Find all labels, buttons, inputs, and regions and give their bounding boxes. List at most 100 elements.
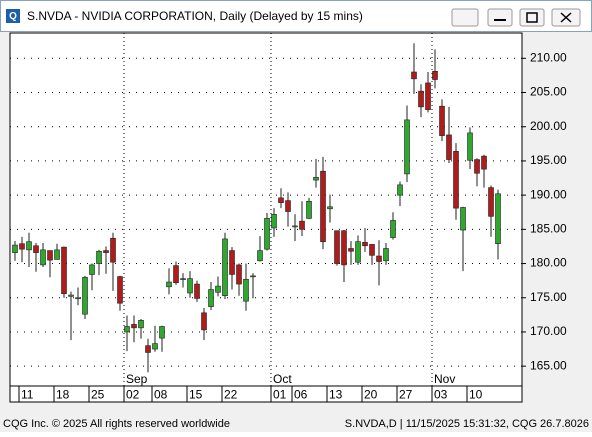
- x-tick-label: 22: [224, 388, 238, 402]
- candle-body: [362, 242, 368, 247]
- candle-body: [236, 264, 242, 285]
- candle-body: [341, 230, 347, 266]
- candle-body: [33, 245, 39, 253]
- candle-body: [75, 297, 81, 300]
- candle-body: [152, 343, 158, 350]
- minimize-button[interactable]: [487, 8, 513, 27]
- candle-body: [390, 220, 396, 238]
- window-title: S.NVDA - NVIDIA CORPORATION, Daily (Dela…: [27, 9, 363, 23]
- x-tick-label: 25: [91, 388, 105, 402]
- x-tick-label: 18: [56, 388, 70, 402]
- y-tick-label: 190.00: [530, 187, 567, 201]
- y-tick-label: 195.00: [530, 153, 567, 167]
- candle-body: [376, 255, 382, 262]
- candle-body: [474, 159, 480, 174]
- y-tick-label: 210.00: [530, 50, 567, 64]
- x-tick-label: 15: [189, 388, 203, 402]
- candle-body: [110, 237, 116, 263]
- x-tick-label: 01: [273, 388, 287, 402]
- candle-body: [187, 278, 193, 294]
- x-tick-label: 08: [154, 388, 168, 402]
- candle-body: [439, 105, 445, 136]
- candle-body: [201, 312, 207, 331]
- month-label: Oct: [273, 372, 292, 386]
- x-tick-label: 11: [21, 388, 34, 402]
- x-tick-label: 02: [126, 388, 140, 402]
- candle-body: [12, 244, 18, 253]
- candle-body: [180, 278, 186, 280]
- candle-body: [54, 249, 60, 260]
- candle-body: [208, 289, 214, 307]
- candle-body: [96, 250, 102, 264]
- candle-body: [432, 71, 438, 80]
- footer-right: S.NVDA,D | 11/15/2025 15:31:32, CQG 26.7…: [345, 418, 589, 430]
- candle-body: [481, 155, 487, 170]
- candle-body: [355, 241, 361, 263]
- candle-body: [327, 206, 333, 210]
- y-tick-label: 200.00: [530, 119, 567, 133]
- candle-body: [488, 187, 494, 217]
- candle-body: [229, 250, 235, 275]
- candle-body: [348, 248, 354, 252]
- candle-body: [404, 119, 410, 175]
- x-tick-label: 27: [399, 388, 413, 402]
- candle-body: [278, 197, 284, 203]
- candle-body: [243, 278, 249, 302]
- candle-body: [292, 225, 298, 228]
- footer-left: CQG Inc. © 2025 All rights reserved worl…: [3, 418, 230, 430]
- candle-body: [453, 151, 459, 209]
- candle-body: [383, 248, 389, 262]
- link-button[interactable]: [451, 8, 479, 27]
- candle-body: [446, 134, 452, 160]
- candle-body: [19, 243, 25, 250]
- y-tick-label: 165.00: [530, 358, 567, 372]
- candle-body: [299, 220, 305, 230]
- candle-body: [369, 244, 375, 256]
- month-label: Sep: [126, 372, 148, 386]
- candle-body: [397, 184, 403, 196]
- candle-body: [460, 207, 466, 231]
- y-tick-label: 185.00: [530, 222, 567, 236]
- candle-body: [313, 177, 319, 181]
- candle-body: [89, 264, 95, 275]
- maximize-icon: [526, 12, 538, 23]
- x-tick-label: 03: [434, 388, 448, 402]
- candle-body: [257, 250, 263, 262]
- candle-body: [124, 326, 130, 333]
- candle-body: [145, 345, 151, 353]
- candle-body: [40, 249, 46, 266]
- candle-body: [117, 276, 123, 304]
- maximize-button[interactable]: [519, 8, 545, 27]
- plot-area: [9, 32, 523, 387]
- y-tick-label: 170.00: [530, 324, 567, 338]
- candle-body: [138, 320, 144, 329]
- x-tick-label: 13: [329, 388, 343, 402]
- candle-body: [320, 170, 326, 242]
- candle-body: [222, 238, 228, 296]
- close-icon: [560, 12, 572, 23]
- candle-body: [103, 250, 109, 253]
- x-tick-label: 10: [469, 388, 483, 402]
- candle-body: [285, 200, 291, 212]
- app-icon-letter: Q: [9, 11, 17, 22]
- candle-body: [306, 200, 312, 219]
- candle-body: [495, 193, 501, 245]
- x-tick-label: 06: [294, 388, 308, 402]
- candle-body: [334, 230, 340, 264]
- candle-body: [425, 82, 431, 110]
- candle-body: [26, 241, 32, 251]
- candle-body: [82, 276, 88, 315]
- app-icon: [6, 9, 20, 23]
- candle-body: [411, 71, 417, 80]
- y-tick-label: 175.00: [530, 290, 567, 304]
- candle-body: [61, 246, 67, 294]
- candle-body: [47, 250, 53, 261]
- y-tick-label: 205.00: [530, 85, 567, 99]
- candle-body: [159, 326, 165, 339]
- candle-body: [264, 218, 270, 250]
- candle-body: [467, 132, 473, 161]
- candle-body: [173, 265, 179, 283]
- candle-body: [166, 281, 172, 288]
- x-tick-label: 20: [364, 388, 378, 402]
